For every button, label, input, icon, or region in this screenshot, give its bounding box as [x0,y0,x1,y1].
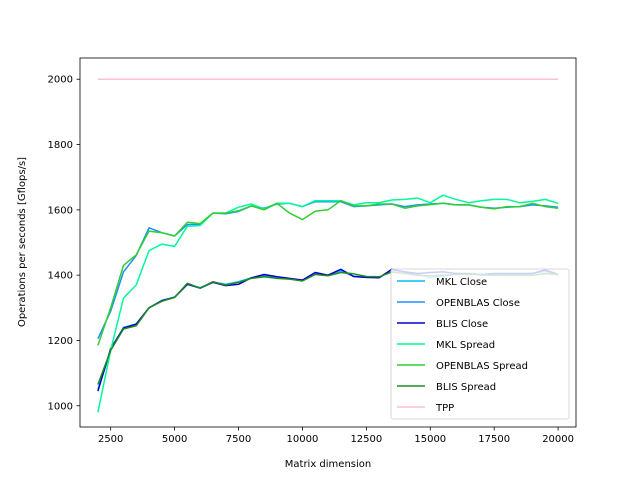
legend-label: BLIS Close [436,319,488,330]
y-tick-label: 1200 [48,336,73,347]
series-line-openblas-spread [97,199,559,346]
legend-label: MKL Close [436,277,487,288]
x-tick-label: 17500 [478,434,510,445]
legend: MKL Close OPENBLAS Close BLIS Close MKL Spr… [390,268,570,420]
y-axis-ticks: 1000 1200 1400 1600 1800 2000 [48,75,80,412]
y-tick-label: 1400 [48,271,73,282]
axes-frame [79,57,577,428]
x-tick-label: 10000 [287,434,319,445]
x-tick-label: 2500 [98,434,123,445]
y-tick-label: 1600 [48,205,73,216]
x-axis-label: Matrix dimension [285,459,371,470]
x-tick-label: 15000 [414,434,446,445]
y-tick-label: 2000 [48,75,73,86]
legend-label: OPENBLAS Spread [436,361,528,372]
x-tick-label: 7500 [226,434,251,445]
x-axis-ticks: 2500 5000 7500 10000 12500 15000 17500 20000 [98,427,574,445]
legend-label: BLIS Spread [436,382,496,393]
legend-label: MKL Spread [436,340,495,351]
axes-layer [79,57,577,428]
y-tick-label: 1000 [48,401,73,412]
x-tick-label: 20000 [542,434,574,445]
legend-label: OPENBLAS Close [436,298,520,309]
y-tick-label: 1800 [48,140,73,151]
series-line-mkl-spread [97,194,559,413]
y-axis-label: Operations per seconds [Gflops/s] [17,157,28,327]
x-tick-label: 12500 [350,434,382,445]
legend-box [390,268,570,420]
legend-label: TPP [435,403,454,414]
x-tick-label: 5000 [162,434,187,445]
